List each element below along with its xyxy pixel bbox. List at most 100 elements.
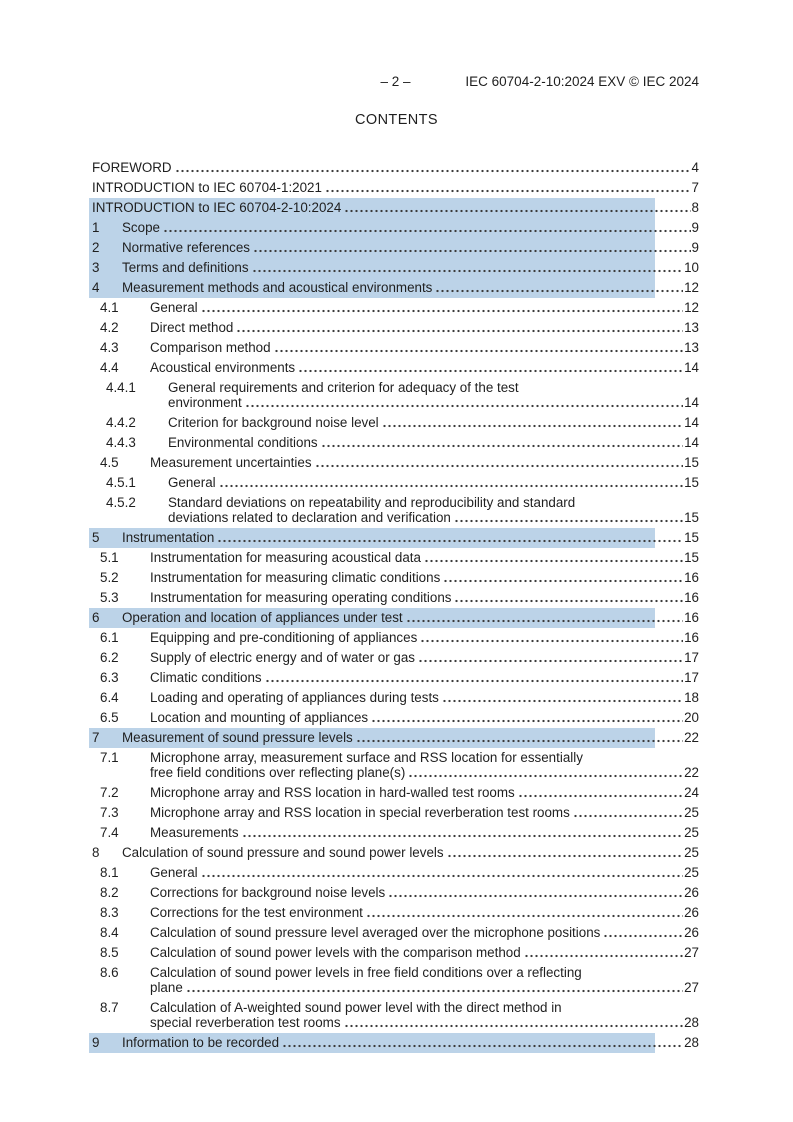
dot-leader <box>264 670 684 685</box>
toc-entry-line: 8.6 Calculation of sound power levels in … <box>100 965 699 980</box>
entry-title: INTRODUCTION to IEC 60704-1:2021 <box>92 180 322 195</box>
dot-leader <box>454 590 684 605</box>
page-number: 16 <box>684 630 699 645</box>
page-header: – 2 – IEC 60704-2-10:2024 EXV © IEC 2024 <box>92 73 699 90</box>
section-number: 2 <box>92 240 100 255</box>
toc-entry: 4.5 Measurement uncertainties 15 <box>92 455 699 470</box>
toc-entry-line: 8.5 Calculation of sound power levels wit… <box>100 945 699 960</box>
dot-leader <box>185 980 684 995</box>
entry-title: free field conditions over reflecting pl… <box>150 765 406 780</box>
toc-entry-wrap-line: deviations related to declaration and ve… <box>106 510 699 525</box>
dot-leader <box>405 610 684 625</box>
entry-title: Measurement methods and acoustical envir… <box>122 280 433 295</box>
contents-title: CONTENTS <box>355 112 438 128</box>
page-number: 28 <box>684 1015 699 1030</box>
toc-entry-line: 4.5.2 Standard deviations on repeatabilit… <box>106 495 699 510</box>
section-number: 4 <box>92 280 100 295</box>
toc-entry-line: 3 Terms and definitions 10 <box>92 260 699 275</box>
entry-title: Calculation of sound power levels with t… <box>150 945 521 960</box>
toc-entry: 1 Scope 9 <box>89 218 699 238</box>
indent-spacer <box>106 510 168 525</box>
dot-leader <box>320 435 684 450</box>
toc-entry: 4.4 Acoustical environments 14 <box>92 360 699 375</box>
section-number: 4.4.1 <box>106 380 136 395</box>
entry-title: special reverberation test rooms <box>150 1015 341 1030</box>
page-number: 17 <box>684 670 699 685</box>
section-number: 3 <box>92 260 100 275</box>
dot-leader <box>441 690 684 705</box>
toc-entry: 8.5 Calculation of sound power levels wit… <box>92 945 699 960</box>
toc-entry-line: 4.4.1 General requirements and criterion … <box>106 380 699 395</box>
toc-entry-line: 8.7 Calculation of A-weighted sound power… <box>100 1000 699 1015</box>
dot-leader <box>388 885 684 900</box>
dot-leader <box>443 570 684 585</box>
page-number: 9 <box>691 240 699 255</box>
dot-leader <box>253 240 691 255</box>
toc-entry-line: 4.4 Acoustical environments 14 <box>100 360 699 375</box>
page-number: 12 <box>684 300 699 315</box>
indent-spacer <box>100 765 150 780</box>
page-number: 15 <box>684 475 699 490</box>
page-number: 17 <box>684 650 699 665</box>
section-number: 6.3 <box>100 670 119 685</box>
page-number: 4 <box>691 160 699 175</box>
dot-leader <box>298 360 684 375</box>
section-number: 7.2 <box>100 785 119 800</box>
dot-leader <box>244 395 684 410</box>
toc-entry-line: 7 Measurement of sound pressure levels 22 <box>92 730 699 745</box>
entry-title: General requirements and criterion for a… <box>168 380 519 395</box>
entry-title: Corrections for background noise levels <box>150 885 386 900</box>
toc-entry-line: 6 Operation and location of appliances un… <box>92 610 699 625</box>
entry-title: Information to be recorded <box>122 1035 280 1050</box>
section-number: 8.3 <box>100 905 119 920</box>
toc-entry-line: 1 Scope 9 <box>92 220 699 235</box>
page-number: 15 <box>684 550 699 565</box>
entry-title: General <box>168 475 216 490</box>
toc-entry-line: 4.3 Comparison method 13 <box>100 340 699 355</box>
toc-entry: 4.2 Direct method 13 <box>92 320 699 335</box>
page-number: 16 <box>684 610 699 625</box>
page-number: 22 <box>684 730 699 745</box>
entry-title: Comparison method <box>150 340 271 355</box>
toc-entry-line: 8.4 Calculation of sound pressure level a… <box>100 925 699 940</box>
toc-entry: 6.2 Supply of electric energy and of wate… <box>92 650 699 665</box>
section-number: 8.2 <box>100 885 119 900</box>
entry-title: Calculation of sound power levels in fre… <box>150 965 582 980</box>
dot-leader <box>365 905 684 920</box>
entry-title: plane <box>150 980 183 995</box>
entry-title: Measurement uncertainties <box>150 455 312 470</box>
dot-leader <box>420 630 684 645</box>
dot-leader <box>282 1035 684 1050</box>
entry-title: environment <box>168 395 242 410</box>
page-number: 14 <box>684 415 699 430</box>
entry-title: FOREWORD <box>92 160 172 175</box>
toc-entry: 4.4.1 General requirements and criterion … <box>92 380 699 410</box>
page-number: 7 <box>691 180 699 195</box>
dot-leader <box>200 865 684 880</box>
indent-spacer <box>100 980 150 995</box>
toc-entry: INTRODUCTION to IEC 60704-1:2021 7 <box>92 180 699 195</box>
toc-entry: 3 Terms and definitions 10 <box>89 258 699 278</box>
page-number: 16 <box>684 590 699 605</box>
toc-entry-line: 5.3 Instrumentation for measuring operati… <box>100 590 699 605</box>
toc-entry: 5 Instrumentation 15 <box>89 528 699 548</box>
toc-entry: 5.1 Instrumentation for measuring acousti… <box>92 550 699 565</box>
section-number: 6.4 <box>100 690 119 705</box>
page-number: 26 <box>684 885 699 900</box>
dot-leader <box>603 925 684 940</box>
page-number: 20 <box>684 710 699 725</box>
page-number: 25 <box>684 825 699 840</box>
toc-entry-line: 4.1 General 12 <box>100 300 699 315</box>
page-number: 15 <box>684 530 699 545</box>
toc-entry-line: 4.5 Measurement uncertainties 15 <box>100 455 699 470</box>
toc-entry: 4.4.3 Environmental conditions 14 <box>92 435 699 450</box>
page-number: 10 <box>684 260 699 275</box>
toc-entry-line: 6.5 Location and mounting of appliances 20 <box>100 710 699 725</box>
dot-leader <box>174 160 691 175</box>
indent-spacer <box>100 1015 150 1030</box>
toc-entry-line: 2 Normative references 9 <box>92 240 699 255</box>
toc-entry-line: 8.1 General 25 <box>100 865 699 880</box>
toc-entry: 5.3 Instrumentation for measuring operati… <box>92 590 699 605</box>
entry-title: Criterion for background noise level <box>168 415 379 430</box>
page-number: 9 <box>691 220 699 235</box>
